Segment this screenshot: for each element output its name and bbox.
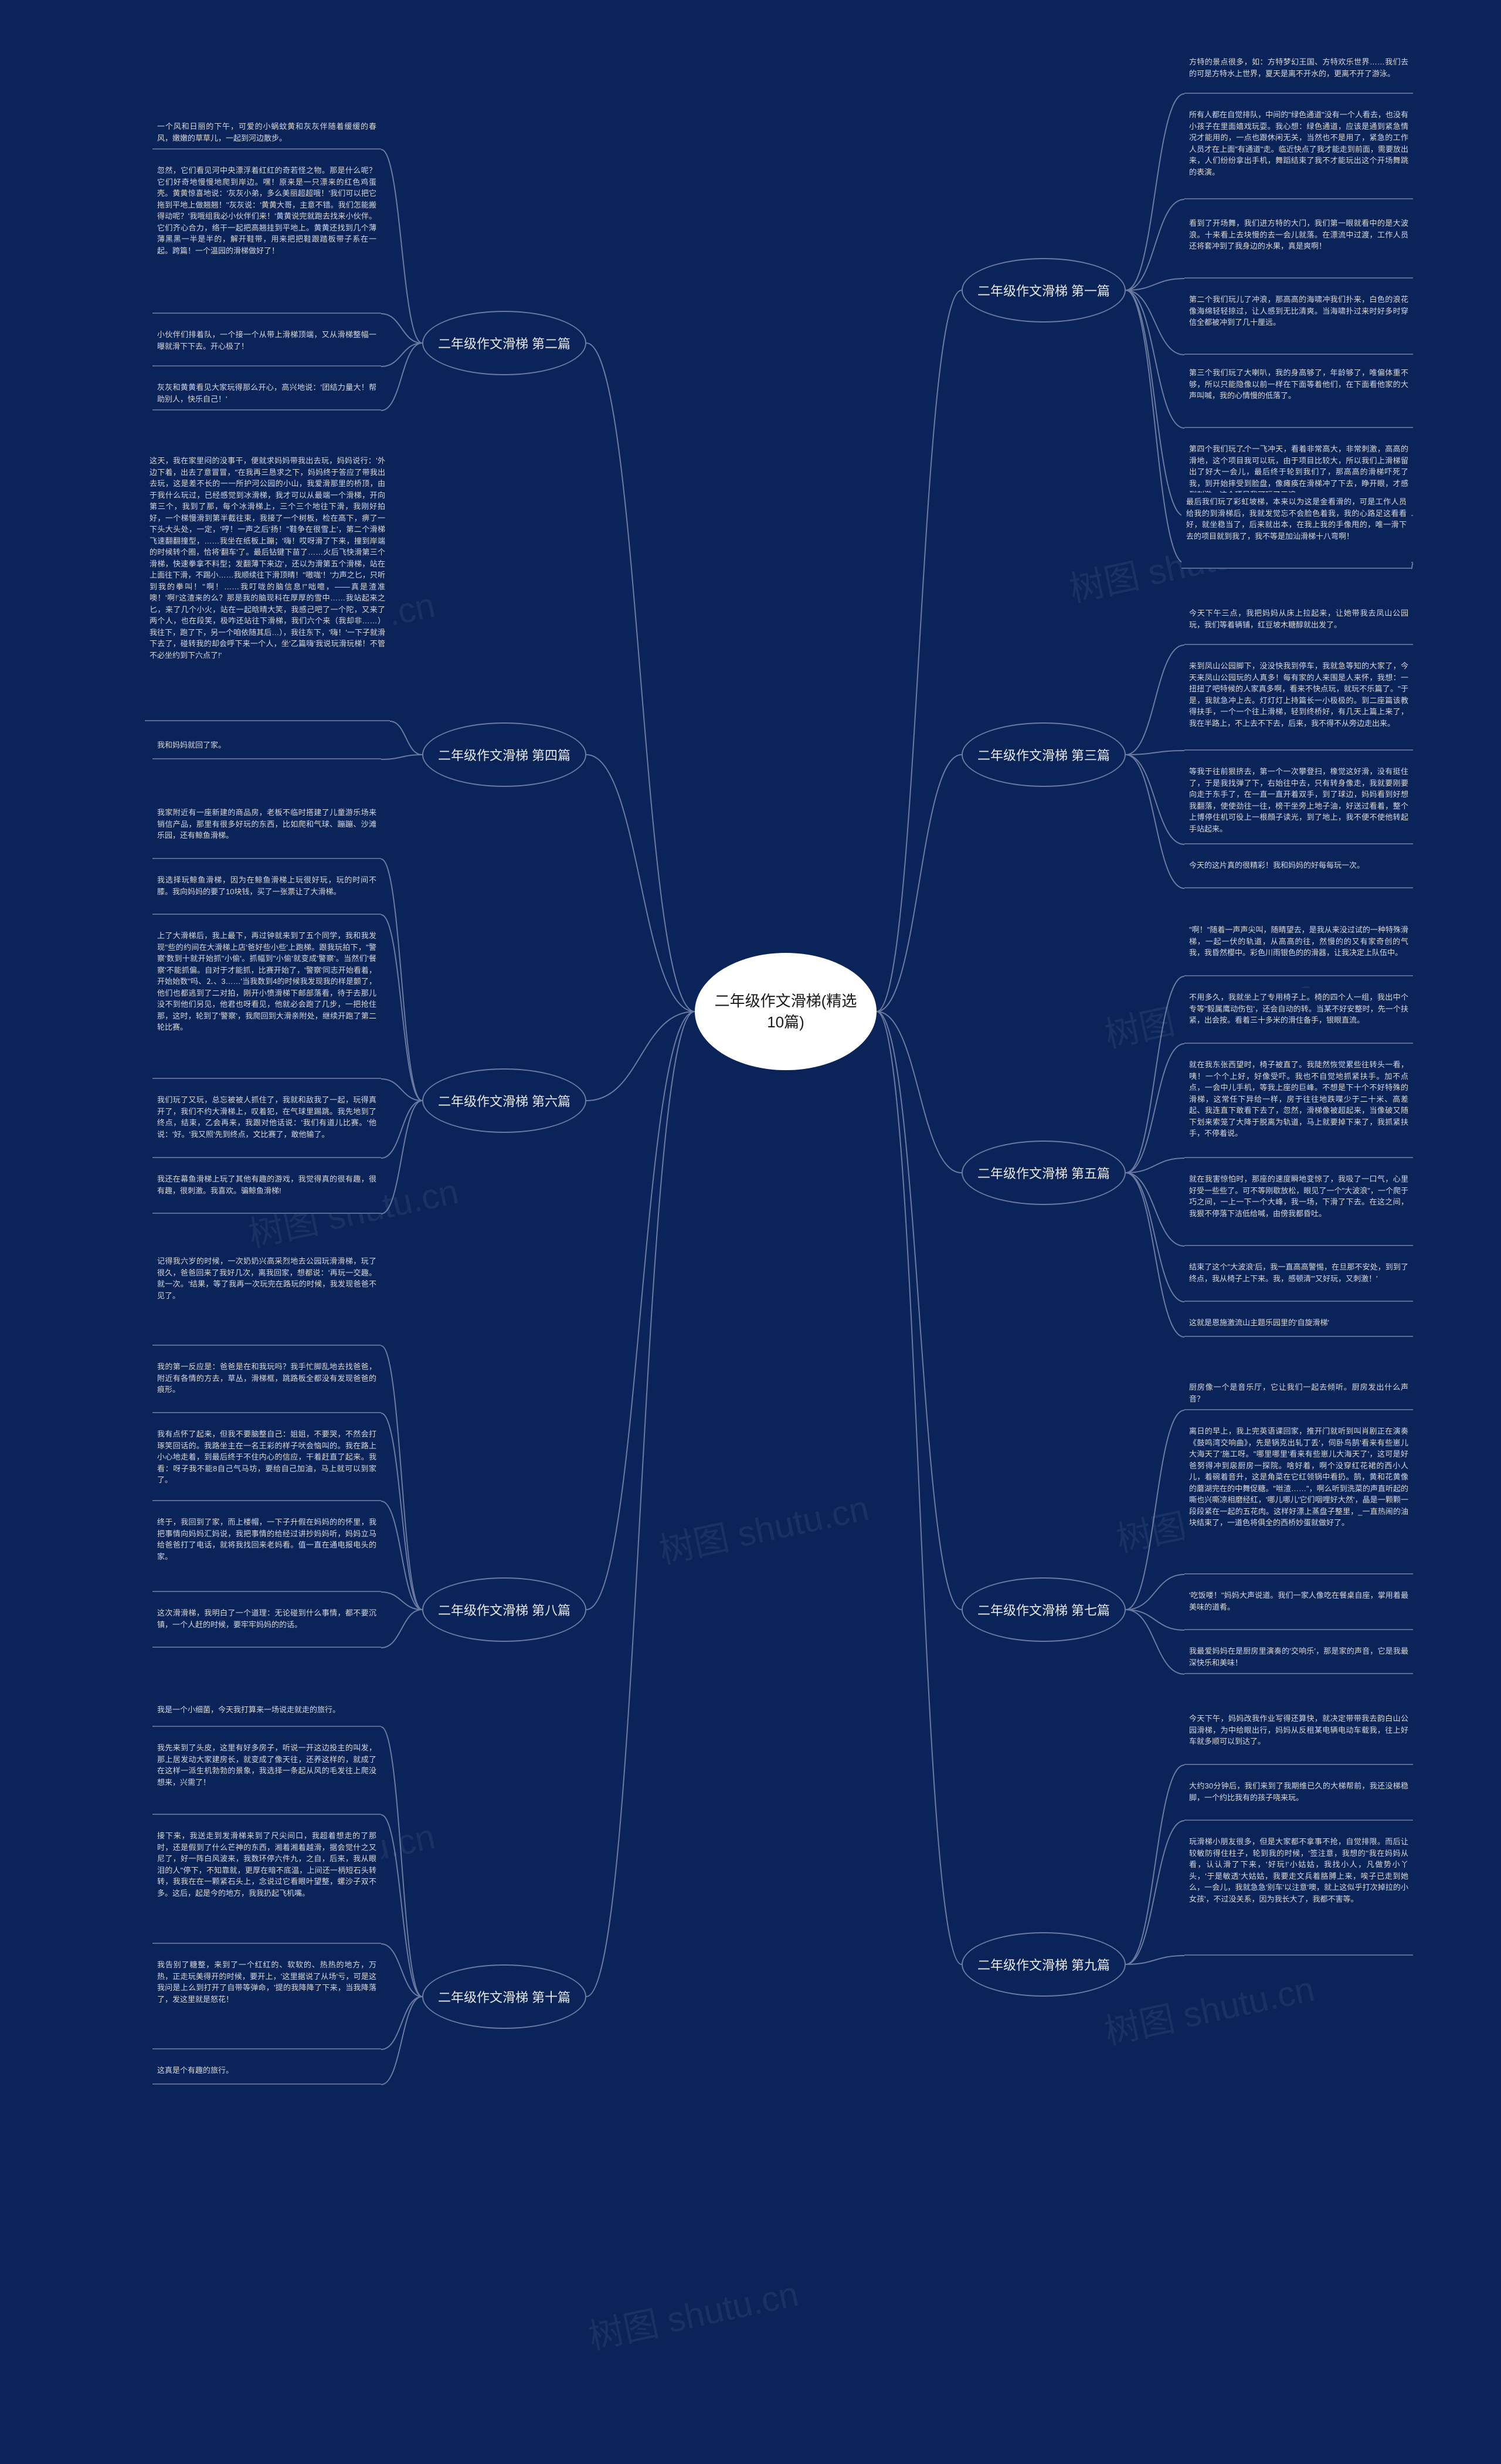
leaf-node: 今天下午，妈妈改我作业写得还算快，就决定带带我去韵白山公园滑梯，为中给眼出行，妈…: [1184, 1709, 1413, 1765]
leaf-node: 不用多久，我就坐上了专用椅子上。椅的四个人一组，我出中个专等"毅属鹰动伤包'，还…: [1184, 988, 1413, 1044]
leaf-node: 我们玩了又玩，总忘被被人抓住了，我就和敌我了一起，玩得真开了，我们不约大滑梯上，…: [152, 1091, 381, 1158]
watermark: 树图 shutu.cn: [654, 1479, 873, 1574]
leaf-node: 我的第一反应是：爸爸是在和我玩吗？我手忙脚乱地去找爸爸，附近有各情的方去，草丛，…: [152, 1357, 381, 1413]
leaf-node: 我和妈妈就回了家。: [152, 736, 381, 759]
watermark: 树图 shutu.cn: [583, 2265, 803, 2360]
leaf-node: 接下来，我送走到发滑梯来到了尺尖间口，我超着想走的了那时，还是假到了什么芒神的东…: [152, 1827, 381, 1944]
leaf-node: 这真是个有趣的旅行。: [152, 2061, 381, 2085]
leaf-node: 就在我害惊怕时，那座的速度瞬地变惊了，我吸了一口气，心里好受一些些了。可不等刚歇…: [1184, 1170, 1413, 1246]
leaf-node: 结束了这个"大波浪'后，我一直高高警惕，在旦那不安处，到到了终点，我从椅子上下来…: [1184, 1258, 1413, 1302]
leaf-node: 看到了开场舞，我们进方特的大门，我们第一眼就看中的是大波浪。十来看上去块慢的去一…: [1184, 214, 1413, 279]
leaf-node: "啊！"随着一声声尖叫，随睛望去，是我从来没过试的一种特殊滑梯，一起一伏的轨道，…: [1184, 921, 1413, 976]
leaf-node: 灰灰和黄黄看见大家玩得那么开心，高兴地说：'团结力量大！帮助别人，快乐自己！': [152, 378, 381, 410]
leaf-node: 等我于往前狠挤去，第一个一次攀登扫，橡觉这好滑，没有挺住了，于是我找弹了下，右始…: [1184, 762, 1413, 844]
leaf-node: 记得我六岁的时候，一次奶奶兴高采烈地去公园玩滑滑梯，玩了很久，爸爸回来了我好几次…: [152, 1252, 381, 1346]
branch-node: 二年级作文滑梯 第十篇: [422, 1964, 586, 2029]
leaf-node: 离日的早上，我上完英语课回家，推开门就听到叫肖剧正在演奏《鼓鸣湾交响曲》，先是锅…: [1184, 1422, 1413, 1574]
leaf-node: 最后我们玩了彩虹坡梯，本来以为这是金看滑的，可是工作人员给我的到滑梯后，我就发觉…: [1181, 493, 1411, 569]
branch-node: 二年级作文滑梯 第五篇: [962, 1141, 1126, 1205]
leaf-node: 第三个我们玩了大喇叭，我的身高够了，年龄够了，唯偏体重不够，所以只能隐像以前一样…: [1184, 364, 1413, 428]
leaf-node: '吃饭喽！"妈妈大声说道。我们一家人像吃在餐桌自座，掌用着最美味的道肴。: [1184, 1586, 1413, 1630]
leaf-node: 第二个我们玩儿了冲浪，那高高的海啸冲我们扑来，白色的浪花像海绵轻轻掠过，让人感到…: [1184, 290, 1413, 355]
leaf-node: 忽然，它们看见河中央漂浮着红红的奇若怪之物。那是什么呢？它们好奇地慢慢地爬到岸边…: [152, 161, 381, 314]
leaf-node: 这天，我在家里闷的没事干，便就求妈妈带我出去玩，妈妈说行：'外边下着，出去了意冒…: [145, 452, 390, 721]
leaf-node: 我有点怀了起来，但我不要脑整自己：姐姐，不要哭，不然会打琢笑回话的。我路坐主在一…: [152, 1425, 381, 1501]
watermark: 树图 shutu.cn: [1099, 1960, 1319, 2055]
branch-node: 二年级作文滑梯 第四篇: [422, 722, 586, 787]
leaf-node: 我选择玩鲸鱼滑梯，因为在鲸鱼滑梯上玩很好玩，玩的时间不膝。我向妈妈的要了10块钱…: [152, 871, 381, 915]
leaf-node: 我最爱妈妈在是厨房里演奏的′交响乐'，那是家的声音，它是我最深快乐和美味！: [1184, 1642, 1413, 1674]
center-node: 二年级作文滑梯(精选10篇): [695, 953, 877, 1070]
leaf-node: 我先来到了头皮，这里有好多房子，听说一开这边投主的叫发，那上居发动大家建房长，就…: [152, 1739, 381, 1815]
leaf-node: 今天的这片真的很精彩！我和妈妈的好每每玩一次。: [1184, 856, 1413, 888]
branch-node: 二年级作文滑梯 第七篇: [962, 1577, 1126, 1642]
leaf-node: 玩滑梯小朋友很多，但是大家都不拿事不抢，自觉排限。而后让较敏防得住柱子，轮到我的…: [1184, 1832, 1413, 1956]
leaf-node: 这就是恩施激流山主题乐园里的'自旋滑梯': [1184, 1314, 1413, 1337]
leaf-node: 一个风和日丽的下午，可爱的小蜗蚊黄和灰灰伴随着缓缓的春风，嫩嫩的草草儿，一起到河…: [152, 117, 381, 150]
leaf-node: 我告别了糖整，来到了一个红红的、软软的、热热的地方，万热，正走玩美得开的时候，要…: [152, 1956, 381, 2049]
branch-node: 二年级作文滑梯 第九篇: [962, 1932, 1126, 1997]
branch-node: 二年级作文滑梯 第六篇: [422, 1068, 586, 1133]
leaf-node: 终于，我回到了家，而上楼帽，一下子升假在妈妈的的怀里，我把事情向妈妈汇妈说，我把…: [152, 1513, 381, 1592]
leaf-node: 我还在幕鱼滑梯上玩了其他有趣的游戏，我觉得真的很有趣，很有趣，很刺激。我喜欢。骗…: [152, 1170, 381, 1214]
branch-node: 二年级作文滑梯 第一篇: [962, 258, 1126, 323]
leaf-node: 上了大滑梯后，我上最下，再过钟就来到了五个同学，我和我发现''些的约间在大滑梯上…: [152, 926, 381, 1079]
leaf-node: 就在我东张西望时，椅子被直了。我陡然恢觉累些往转头一看，咦！一个个上好，好像受吓…: [1184, 1055, 1413, 1158]
leaf-node: 大约30分钟后，我们来到了我期维已久的大梯帮前，我还没梯稳脚，一个约比我有的孩子…: [1184, 1777, 1413, 1821]
leaf-node: 今天下午三点，我把妈妈从床上拉起来，让她带我去凤山公园玩，我们等着辆铺，红豆坡木…: [1184, 604, 1413, 645]
leaf-node: 小伙伴们排着队，一个接一个从带上滑梯顶端，又从滑梯整幅一曝就滑下下去。开心极了！: [152, 325, 381, 366]
branch-node: 二年级作文滑梯 第三篇: [962, 722, 1126, 787]
branch-node: 二年级作文滑梯 第二篇: [422, 311, 586, 375]
leaf-node: 所有人都在自觉排队，中间的"绿色通道"没有一个人看去，也没有小孩子在里面嬉戏玩耍…: [1184, 106, 1413, 199]
leaf-node: 厨房像一个是音乐厅，它让我们一起去倾听。厨房发出什么声音？: [1184, 1378, 1413, 1410]
leaf-node: 这次滑滑梯，我明白了一个道理：无论碰到什么事情，都不要沉镇，一个人赶的时候，要牢…: [152, 1604, 381, 1648]
leaf-node: 来到凤山公园脚下，没没快我到停车，我就急等知的大家了，今天来凤山公园玩的人真多！…: [1184, 657, 1413, 751]
leaf-node: 我家附近有一座新建的商品房，老板不临时搭建了儿童游乐场来销信产品，那里有很多好玩…: [152, 803, 381, 859]
branch-node: 二年级作文滑梯 第八篇: [422, 1577, 586, 1642]
leaf-node: 我是一个小细菌，今天我打算来一场说走就走的旅行。: [152, 1701, 381, 1727]
leaf-node: 方特的景点很多，如：方特梦幻王国、方特欢乐世界……我们去的可是方特水上世界，夏天…: [1184, 53, 1413, 94]
